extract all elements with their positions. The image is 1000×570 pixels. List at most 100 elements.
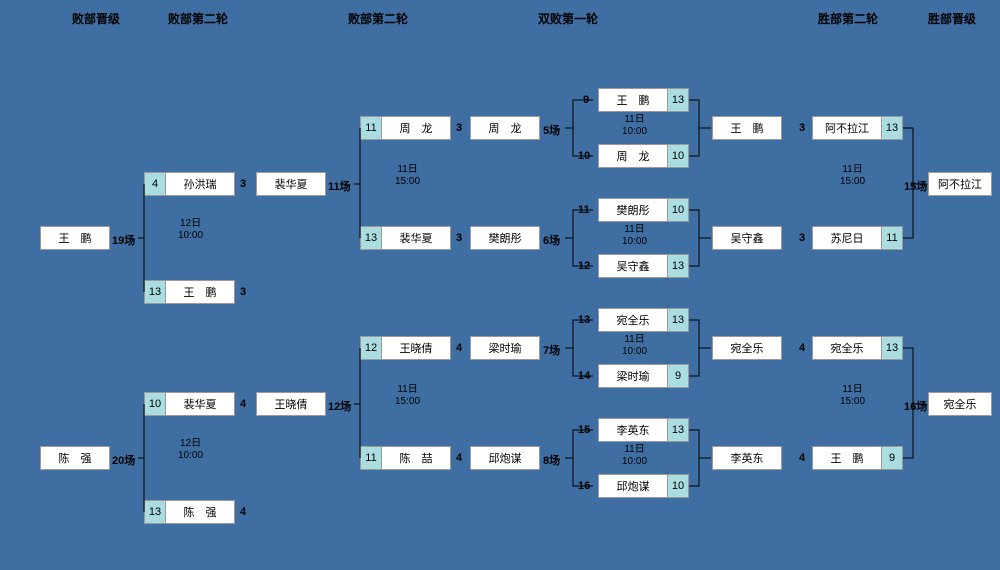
mr2-time-top: 11日 15:00 xyxy=(395,164,420,188)
rf-b: 吴守鑫 xyxy=(712,226,782,250)
p2l: 吴守鑫 xyxy=(598,254,668,278)
p3l: 梁时瑜 xyxy=(598,364,668,388)
wf-bot: 宛全乐 xyxy=(928,392,992,416)
left-final-top-game: 19场 xyxy=(112,232,135,248)
header-double-first: 双败第一轮 xyxy=(538,10,598,27)
mr2-time-bot: 11日 15:00 xyxy=(395,384,420,408)
wr2-c-sc: 13 xyxy=(881,336,903,360)
ml-top-game: 11场 xyxy=(328,178,351,194)
mr2-time-bot-t: 15:00 xyxy=(395,396,420,407)
ml-bot-game: 12场 xyxy=(328,398,351,414)
wr2-a: 阿不拉江 xyxy=(812,116,882,140)
p2l-n: 12 xyxy=(578,260,590,272)
wr2-time-top-t: 15:00 xyxy=(840,176,865,187)
lr2-a-sc: 4 xyxy=(144,172,166,196)
p3u-n: 13 xyxy=(578,314,590,326)
p4l-n: 16 xyxy=(578,480,590,492)
p2u-n: 11 xyxy=(578,204,590,216)
p2l-sc: 13 xyxy=(667,254,689,278)
p1u-sc: 13 xyxy=(667,88,689,112)
lr2-c-sc: 10 xyxy=(144,392,166,416)
p3l-n: 14 xyxy=(578,370,590,382)
p3-tm-h: 10:00 xyxy=(622,346,647,357)
lr2-a-r: 3 xyxy=(240,178,246,190)
p1-tm: 11日 10:00 xyxy=(622,114,647,138)
mr2-a-sc: 11 xyxy=(360,116,382,140)
lr2-time-bot: 12日 10:00 xyxy=(178,438,203,462)
lr2-b-sc: 13 xyxy=(144,280,166,304)
p2-tm-d: 11日 xyxy=(624,224,644,235)
mr2-c-r: 4 xyxy=(456,342,462,354)
p3u-sc: 13 xyxy=(667,308,689,332)
p1l-sc: 10 xyxy=(667,144,689,168)
cf-a-g: 5场 xyxy=(543,122,560,138)
mr2-d: 陈 喆 xyxy=(381,446,451,470)
lr2-d: 陈 强 xyxy=(165,500,235,524)
lr2-d-r: 4 xyxy=(240,506,246,518)
p3-tm-d: 11日 xyxy=(624,334,644,345)
lr2-d-sc: 13 xyxy=(144,500,166,524)
header-winner-final: 胜部晋级 xyxy=(928,10,976,27)
p2u: 樊朗彤 xyxy=(598,198,668,222)
p4u-sc: 13 xyxy=(667,418,689,442)
wr2-b-sc: 11 xyxy=(881,226,903,250)
p2-tm: 11日 10:00 xyxy=(622,224,647,248)
left-final-top: 王 鹏 xyxy=(40,226,110,250)
wr2-a-sc: 13 xyxy=(881,116,903,140)
p3-tm: 11日 10:00 xyxy=(622,334,647,358)
wf-top: 阿不拉江 xyxy=(928,172,992,196)
cf-a: 周 龙 xyxy=(470,116,540,140)
p4u: 李英东 xyxy=(598,418,668,442)
lr2-time-bot-d: 12日 xyxy=(180,438,201,449)
p1l-n: 10 xyxy=(578,150,590,162)
p2u-sc: 10 xyxy=(667,198,689,222)
wr2-b: 苏尼日 xyxy=(812,226,882,250)
lr2-c-r: 4 xyxy=(240,398,246,410)
mr2-time-top-d: 11日 xyxy=(397,164,417,175)
p4u-n: 15 xyxy=(578,424,590,436)
p3u: 宛全乐 xyxy=(598,308,668,332)
p1-tm-h: 10:00 xyxy=(622,126,647,137)
mr2-c-sc: 12 xyxy=(360,336,382,360)
rf-d: 李英东 xyxy=(712,446,782,470)
mr2-a-r: 3 xyxy=(456,122,462,134)
mr2-c: 王晓倩 xyxy=(381,336,451,360)
lr2-b-r: 3 xyxy=(240,286,246,298)
lr2-time-bot-t: 10:00 xyxy=(178,450,203,461)
header-loser-r2a: 败部第二轮 xyxy=(168,10,228,27)
mr2-time-top-t: 15:00 xyxy=(395,176,420,187)
mr2-b: 裴华夏 xyxy=(381,226,451,250)
p4l-sc: 10 xyxy=(667,474,689,498)
mr2-d-sc: 11 xyxy=(360,446,382,470)
wf-bot-g: 16场 xyxy=(904,398,927,414)
p3l-sc: 9 xyxy=(667,364,689,388)
wr2-d-r: 4 xyxy=(799,452,805,464)
mr2-b-sc: 13 xyxy=(360,226,382,250)
wr2-a-r: 3 xyxy=(799,122,805,134)
header-winner-r2: 胜部第二轮 xyxy=(818,10,878,27)
cf-d: 邱炮谋 xyxy=(470,446,540,470)
cf-c-g: 7场 xyxy=(543,342,560,358)
mr2-time-bot-d: 11日 xyxy=(397,384,417,395)
mr2-a: 周 龙 xyxy=(381,116,451,140)
lr2-time-top-d: 12日 xyxy=(180,218,201,229)
ml-top: 裴华夏 xyxy=(256,172,326,196)
header-loser-r2b: 败部第二轮 xyxy=(348,10,408,27)
lr2-a: 孙洪瑞 xyxy=(165,172,235,196)
p1-tm-d: 11日 xyxy=(624,114,644,125)
wr2-time-bot-d: 11日 xyxy=(842,384,862,395)
rf-c: 宛全乐 xyxy=(712,336,782,360)
p1l: 周 龙 xyxy=(598,144,668,168)
wr2-time-top: 11日 15:00 xyxy=(840,164,865,188)
lr2-b: 王 鹏 xyxy=(165,280,235,304)
ml-bot: 王晓倩 xyxy=(256,392,326,416)
cf-d-g: 8场 xyxy=(543,452,560,468)
left-final-bot-game: 20场 xyxy=(112,452,135,468)
wr2-d: 王 鹏 xyxy=(812,446,882,470)
p4-tm-h: 10:00 xyxy=(622,456,647,467)
p4-tm: 11日 10:00 xyxy=(622,444,647,468)
p4l: 邱炮谋 xyxy=(598,474,668,498)
wr2-time-bot: 11日 15:00 xyxy=(840,384,865,408)
left-final-bot: 陈 强 xyxy=(40,446,110,470)
wr2-b-r: 3 xyxy=(799,232,805,244)
